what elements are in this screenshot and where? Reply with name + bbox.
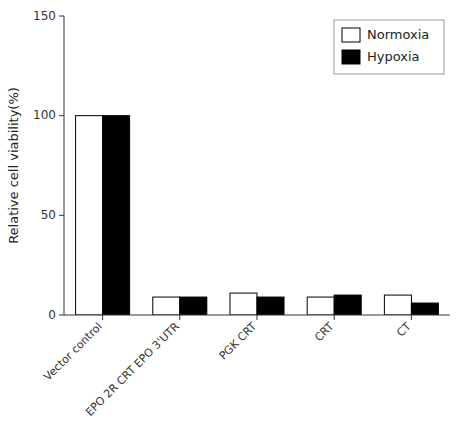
y-tick-label: 100 <box>33 108 56 122</box>
bar <box>257 297 284 315</box>
legend: Normoxia Hypoxia <box>334 20 444 74</box>
y-tick <box>59 115 64 116</box>
x-tick-label: EPO 2R CRT EPO 3'UTR <box>83 320 182 419</box>
bar <box>180 297 207 315</box>
y-axis-line <box>64 16 65 315</box>
y-tick-label: 0 <box>48 308 56 322</box>
y-tick <box>59 315 64 316</box>
bar <box>307 297 334 315</box>
y-tick-label: 50 <box>41 208 56 222</box>
bar <box>230 293 257 315</box>
bar <box>334 295 361 315</box>
x-tick <box>411 315 412 320</box>
bars <box>76 116 439 315</box>
chart: 0 50 100 150 Vector controlEPO 2R CRT EPO 3'… <box>0 0 462 447</box>
x-tick-label: CRT <box>312 320 336 344</box>
bar <box>384 295 411 315</box>
x-tick-label: PGK CRT <box>217 320 260 363</box>
y-tick <box>59 215 64 216</box>
legend-label: Normoxia <box>367 27 429 42</box>
x-tick <box>102 315 103 320</box>
x-tick <box>334 315 335 320</box>
y-tick <box>59 16 64 17</box>
legend-swatch <box>342 28 360 42</box>
legend-label: Hypoxia <box>367 49 420 64</box>
chart-container: 0 50 100 150 Vector controlEPO 2R CRT EPO 3'… <box>0 0 462 447</box>
x-tick <box>257 315 258 320</box>
x-tick-label: CT <box>394 320 414 340</box>
x-tick-label: Vector control <box>41 320 104 383</box>
bar <box>76 116 103 315</box>
legend-swatch <box>342 50 360 64</box>
bar <box>103 116 130 315</box>
legend-frame <box>334 20 444 74</box>
x-tick <box>179 315 180 320</box>
y-axis-label: Relative cell viability(%) <box>6 87 21 244</box>
bar <box>153 297 180 315</box>
bar <box>411 303 438 315</box>
y-tick-label: 150 <box>33 9 56 23</box>
